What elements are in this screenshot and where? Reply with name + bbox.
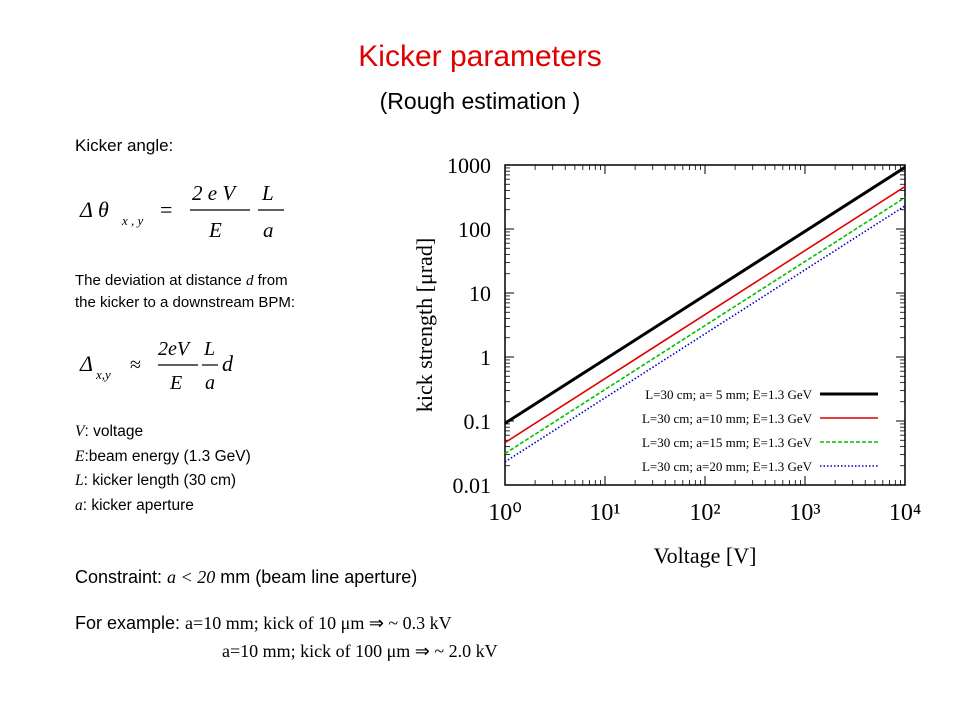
formula1-den2: a: [263, 218, 274, 242]
def-energy: E:beam energy (1.3 GeV): [75, 447, 251, 465]
example-2: a=10 mm; kick of 100 μm ⇒ ~ 2.0 kV: [222, 641, 498, 661]
constraint-line: Constraint: a < 20 mm (beam line apertur…: [75, 567, 417, 588]
deviation-text-pre: The deviation at distance: [75, 272, 246, 289]
x-axis-label: Voltage [V]: [654, 543, 757, 568]
deviation-text-line2: the kicker to a downstream BPM:: [75, 294, 296, 311]
series-line: [504, 196, 906, 455]
def-voltage: V: voltage: [75, 423, 144, 440]
y-tick-label: 1000: [447, 153, 491, 178]
formula1-subscript: x , y: [121, 213, 144, 228]
legend-label: L=30 cm; a=10 mm; E=1.3 GeV: [642, 411, 813, 426]
formula2-delta: Δ: [79, 351, 93, 376]
formula1-delta-theta: Δ θ: [79, 197, 109, 222]
legend-label: L=30 cm; a=15 mm; E=1.3 GeV: [642, 435, 813, 450]
kick-strength-chart: 10⁰ 10¹ 10² 10³ 10⁴ 0.01 0.1 1 10 100 1000 L=30 cm;…: [412, 153, 921, 568]
formula1-num1: 2 e V: [192, 181, 237, 205]
legend-label: L=30 cm; a=20 mm; E=1.3 GeV: [642, 459, 813, 474]
formula2-approx: ≈: [130, 354, 141, 376]
deviation-var: d: [245, 273, 254, 289]
constraint-prefix: Constraint:: [75, 567, 168, 587]
constraint-suffix: mm (beam line aperture): [215, 567, 418, 587]
slide-subtitle: (Rough estimation ): [379, 88, 581, 114]
deviation-formula: Δ x,y ≈ 2eV E L a d: [79, 338, 234, 394]
y-tick-label: 10: [469, 281, 491, 306]
y-tick-label: 1: [480, 345, 491, 370]
example-1: a=10 mm; kick of 10 μm ⇒ ~ 0.3 kV: [185, 613, 452, 633]
formula2-den2: a: [205, 372, 215, 394]
slide-title: Kicker parameters: [358, 40, 602, 73]
y-tick-label: 100: [458, 217, 491, 242]
constraint-expression: a < 20: [167, 567, 216, 587]
formula1-equals: =: [160, 197, 172, 222]
symbol-definitions: V: voltage E:beam energy (1.3 GeV) L: ki…: [75, 420, 251, 518]
series-line: [504, 166, 906, 425]
kicker-angle-label: Kicker angle:: [75, 136, 174, 155]
formula2-subscript: x,y: [95, 367, 111, 382]
x-tick-label: 10³: [789, 500, 820, 526]
formula2-num1: 2eV: [158, 338, 192, 360]
example-line-1: For example: a=10 mm; kick of 10 μm ⇒ ~ …: [75, 613, 452, 634]
y-tick-label: 0.1: [464, 409, 492, 434]
kicker-angle-formula: Δ θ x , y = 2 e V E L a: [79, 181, 284, 242]
example-label: For example:: [75, 613, 186, 633]
legend-label: L=30 cm; a= 5 mm; E=1.3 GeV: [645, 387, 812, 402]
deviation-description: The deviation at distance d from the kic…: [75, 270, 295, 313]
def-length: L: kicker length (30 cm): [75, 472, 237, 489]
y-axis-label: kick strength [μrad]: [412, 238, 437, 412]
x-tick-label: 10¹: [589, 500, 620, 526]
x-tick-label: 10²: [689, 500, 720, 526]
x-tick-label: 10⁰: [488, 500, 522, 526]
formula1-num2: L: [261, 181, 274, 205]
y-tick-label: 0.01: [453, 473, 492, 498]
formula2-den1: E: [169, 372, 182, 394]
series-line: [504, 205, 906, 463]
deviation-text-post: from: [253, 272, 288, 289]
def-aperture: a: kicker aperture: [75, 496, 194, 514]
series-line: [504, 185, 906, 444]
formula2-d: d: [222, 351, 234, 376]
formula2-num2: L: [203, 338, 215, 360]
formula1-den1: E: [208, 218, 222, 242]
x-tick-label: 10⁴: [889, 500, 921, 526]
